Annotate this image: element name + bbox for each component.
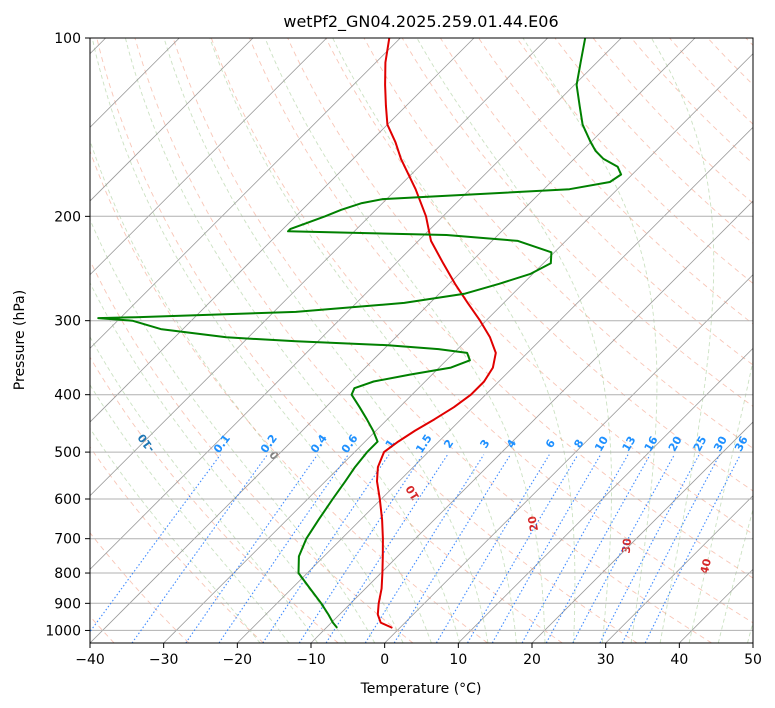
x-tick-label: 40 [670,652,688,668]
isotherm-line [90,38,548,497]
dry-adiabat-line [90,259,414,643]
chart-title: wetPf2_GN04.2025.259.01.44.E06 [283,12,558,32]
isotherm-line [458,347,753,643]
dry-adiabat-line [96,38,563,643]
isotherm-line [237,126,753,643]
mixing-ratio-line [545,454,651,643]
y-tick-label: 300 [54,314,81,330]
isotherm-line [531,421,753,643]
y-tick-label: 1000 [45,623,81,639]
mixing-ratio-line [644,454,741,643]
dry-adiabat-line [592,38,753,204]
x-tick-label: 30 [597,652,615,668]
isotherm-line [384,274,753,643]
y-axis-label: Pressure (hPa) [12,290,28,390]
moist-adiabat-line [209,38,517,643]
x-tick-label: −10 [296,652,326,668]
mixing-ratio-line [467,454,579,643]
dry-adiabat-line [210,38,753,624]
dry-adiabat-line [401,38,753,407]
y-tick-label: 800 [54,566,81,582]
dry-adiabat-line [554,38,753,244]
x-axis-label: Temperature (°C) [360,681,482,697]
mixing-ratio-line [218,454,349,643]
moist-adiabat-line [163,38,489,643]
y-tick-label: 200 [54,209,81,225]
x-tick-label: −30 [149,652,179,668]
dry-adiabat-line [287,38,753,535]
isotherm-line [90,38,696,643]
temperature-profile [376,38,497,629]
x-tick-label: 0 [380,652,389,668]
isotherm-line [90,38,622,570]
mixing-ratio-line [521,454,629,643]
moist-adiabat-line [688,359,753,643]
moist-adiabat-label: 40 [698,557,714,575]
isotherm-line [90,38,475,423]
x-tick-label: 10 [449,652,467,668]
x-tick-label: −20 [223,652,253,668]
moist-adiabat-line [124,38,461,643]
mixing-ratio-line [131,454,268,643]
mixing-ratio-line [572,454,675,643]
moist-adiabat-label: 20 [525,515,541,533]
y-tick-label: 600 [54,492,81,508]
y-tick-label: 700 [54,532,81,548]
moist-adiabat-line [90,218,376,643]
mixing-ratio-label: 25 [691,434,710,454]
moist-adiabat-line [332,38,576,643]
dry-adiabat-line [90,356,339,643]
dry-adiabat-line [516,38,753,284]
isotherm-line [310,200,753,643]
plot-area: 010203040-100-90-80-70-60-50-40-30-20-10… [90,38,753,643]
mixing-ratio-line [364,454,485,643]
moist-adiabat-line [90,281,347,643]
mixing-ratio-line [491,454,602,643]
mixing-ratio-line [325,454,449,643]
dry-adiabat-line [363,38,753,449]
moist-adiabat-label: 30 [620,537,634,554]
isotherm-line [90,38,327,276]
moist-adiabat-line [90,335,319,643]
mixing-ratio-line [298,454,424,643]
dewpoint-profile [97,38,623,629]
isotherm-line [90,38,254,202]
mixing-ratio-line [435,454,550,643]
isotherm-line [163,53,753,643]
mixing-ratio-line [262,454,390,643]
mixing-ratio-label: 36 [732,434,751,454]
moist-adiabat-line [90,139,404,643]
y-tick-label: 400 [54,388,81,404]
y-tick-label: 100 [54,31,81,47]
dry-adiabat-line [90,532,190,643]
axis-ticks: −40 −30 −20 −10 0 10 20 30 40 50 100 200 300 400 500 60… [45,31,762,668]
x-tick-label: 50 [744,652,762,668]
y-tick-label: 500 [54,445,81,461]
dry-adiabat-line [249,38,753,579]
x-tick-label: −40 [75,652,105,668]
plot-frame [89,37,754,644]
mixing-ratio-line [185,454,318,643]
moist-adiabat-line [90,383,290,643]
x-tick-label: 20 [523,652,541,668]
dry-adiabat-line [440,38,753,366]
y-tick-label: 900 [54,596,81,612]
dry-adiabat-line [325,38,753,492]
moist-adiabat-line [651,38,715,643]
moist-adiabat-line [91,38,432,643]
isotherm-line [90,38,401,349]
isotherm-line [605,495,753,643]
